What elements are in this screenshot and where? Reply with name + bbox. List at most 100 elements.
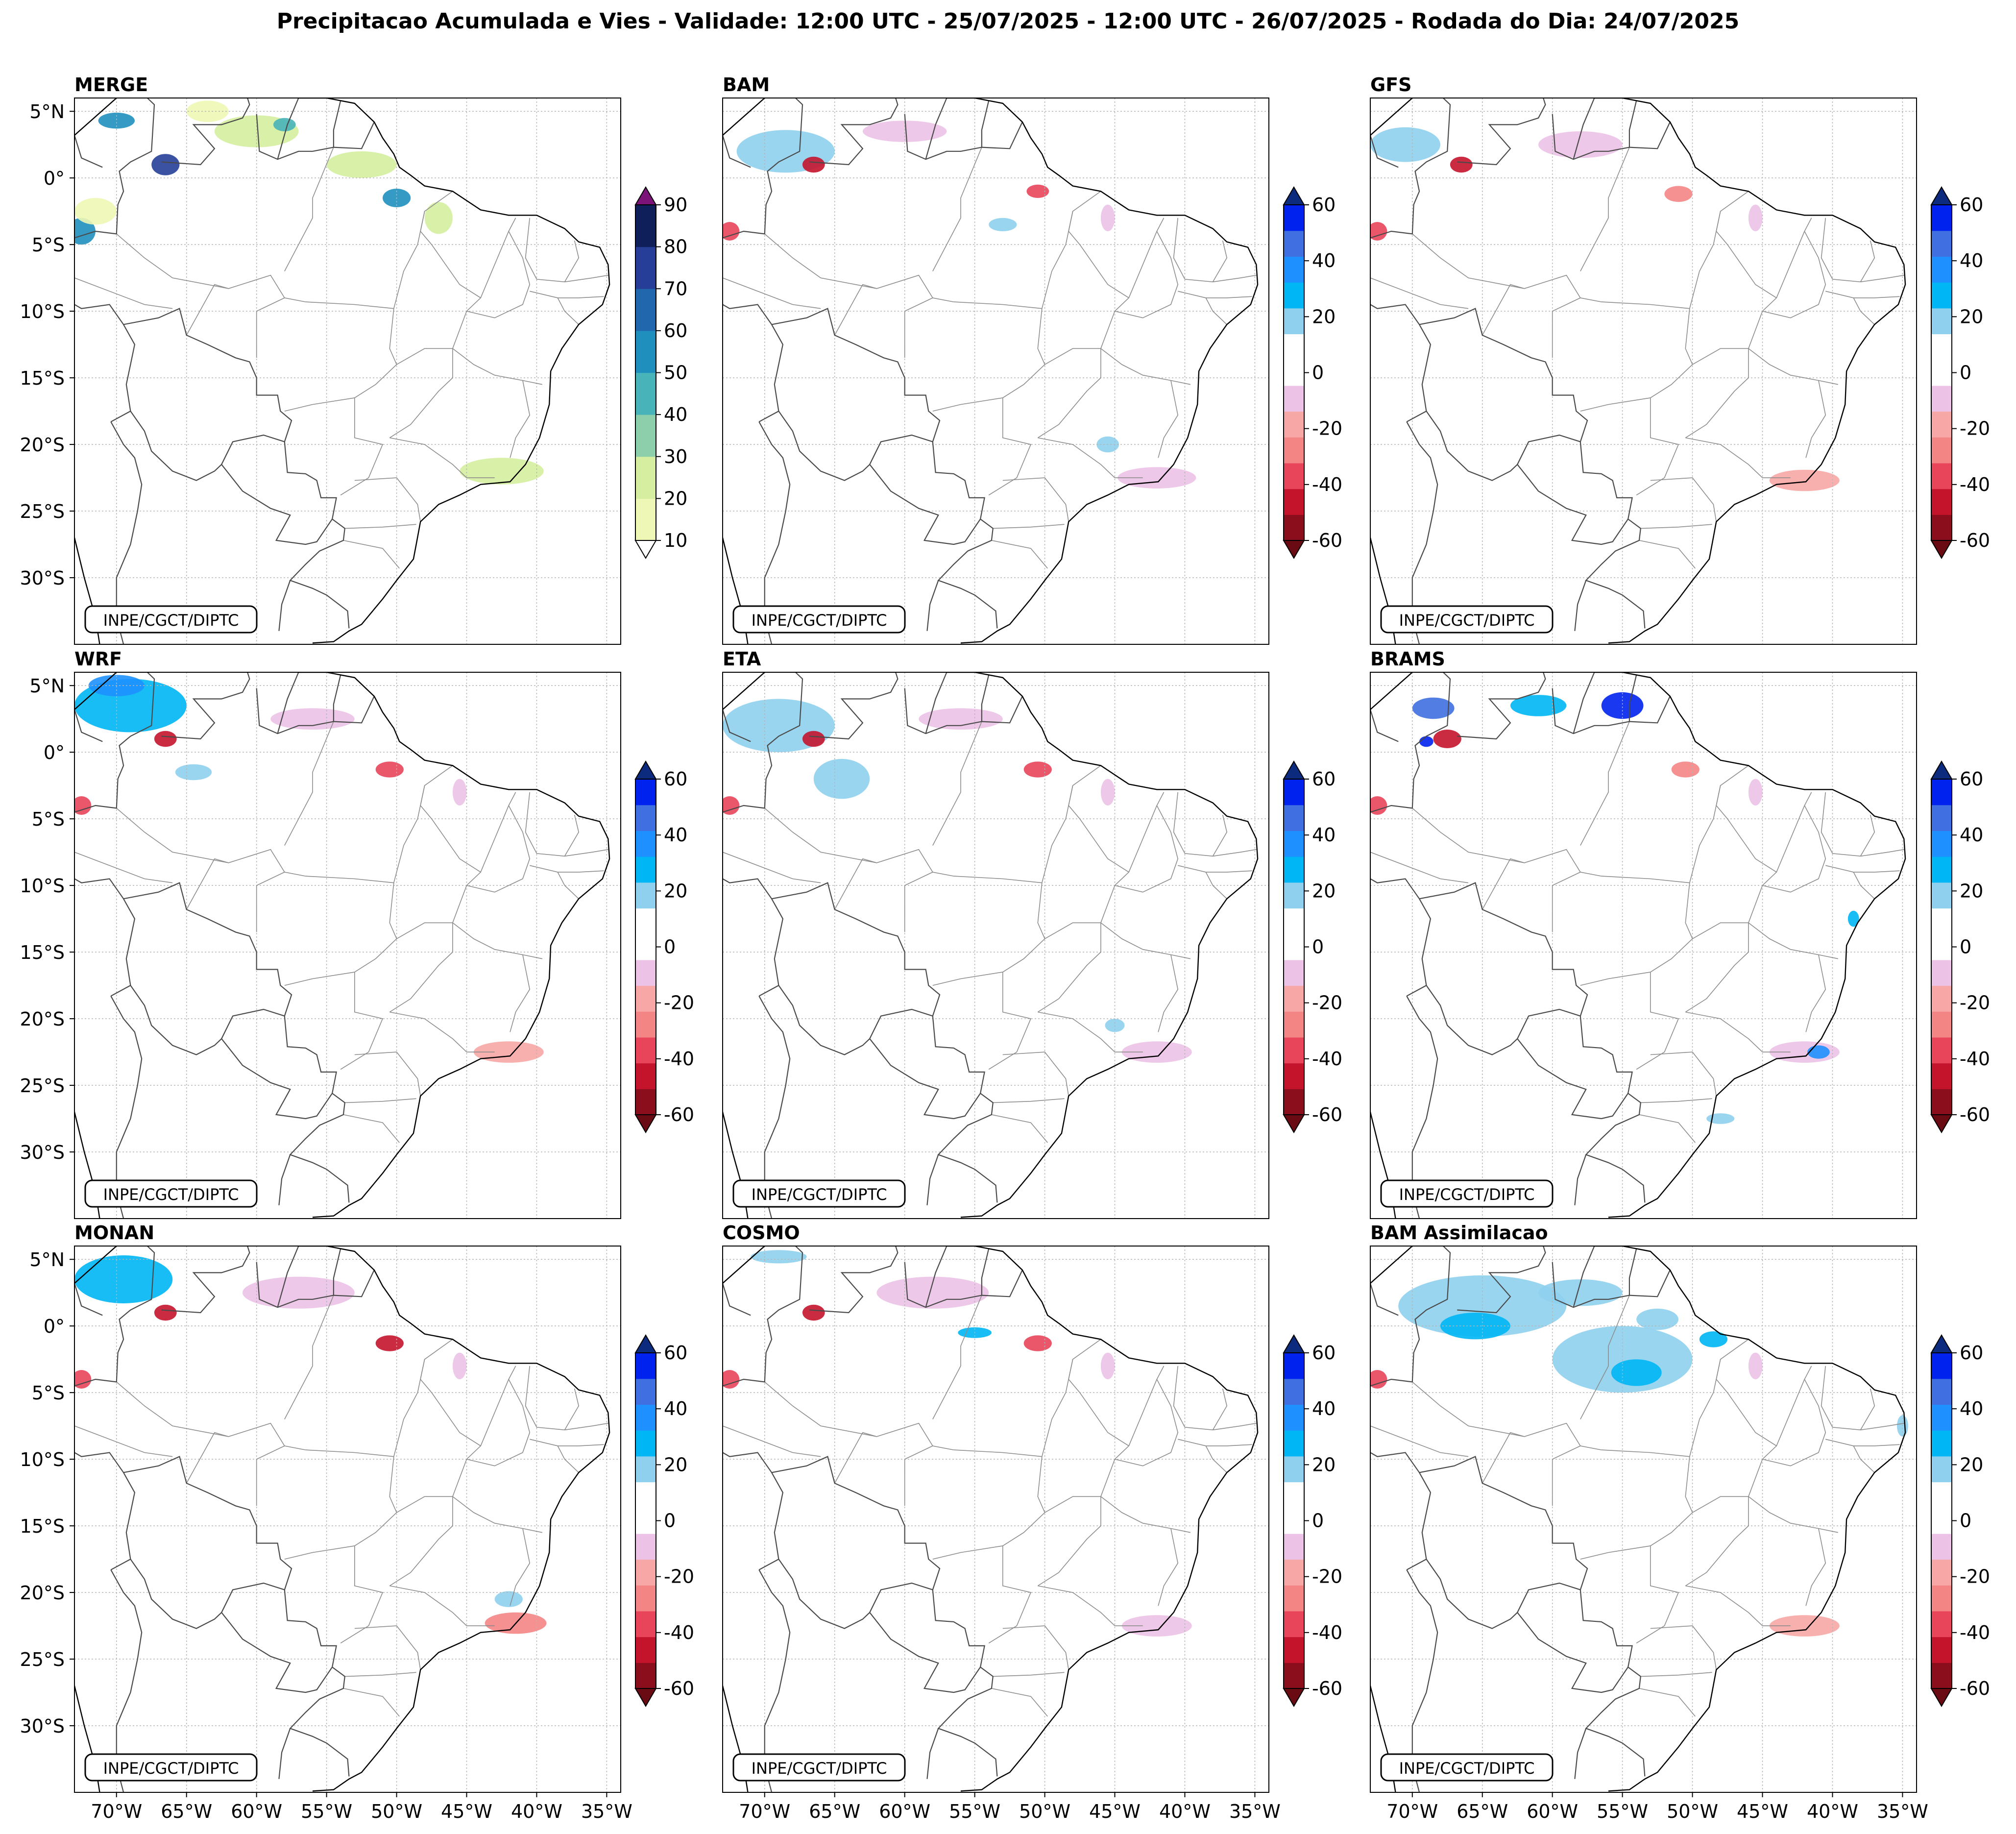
colorbar-extend-bottom [1283, 1114, 1305, 1133]
state-border [988, 972, 1032, 1070]
state-border [530, 291, 604, 298]
lon-tick-label: 45°W [1089, 1801, 1141, 1822]
country-border [1573, 1246, 1595, 1308]
state-border [1689, 765, 1749, 883]
state-border [932, 972, 1003, 986]
country-border [130, 985, 285, 1055]
country-border [1628, 1248, 1637, 1296]
lon-tick-label: 40°W [1159, 1801, 1211, 1822]
state-border [993, 1098, 1065, 1103]
precip-field [375, 761, 404, 778]
colorbar-segment [1284, 959, 1304, 986]
country-border [925, 98, 947, 160]
lat-tick-label: 25°S [20, 1649, 65, 1670]
state-border [932, 721, 982, 846]
colorbar-segment [1284, 514, 1304, 541]
colorbar-extend-bottom [1283, 1688, 1305, 1707]
colorbar-segment [1284, 205, 1304, 231]
colorbar-segment [1931, 205, 1952, 231]
colorbar-segment [1931, 1482, 1952, 1508]
colorbar-tick-label: 60 [664, 320, 687, 342]
precip-field [154, 1304, 177, 1321]
colorbar-tick-label: 40 [1312, 824, 1336, 846]
lon-tick-label: 35°W [1877, 1801, 1928, 1822]
credit-box [1380, 1753, 1554, 1782]
colorbar-tick-label: 40 [1960, 1398, 1983, 1419]
country-border [123, 1456, 292, 1590]
colorbar-segment [635, 831, 656, 857]
country-border [110, 421, 143, 644]
lat-tick-label: 25°S [20, 1075, 65, 1097]
state-border [1100, 922, 1191, 959]
country-border [277, 1246, 299, 1308]
colorbar-extend-bottom [1283, 540, 1305, 559]
colorbar-tick-label: 40 [664, 404, 687, 425]
colorbar-extend-top [1930, 760, 1953, 780]
colorbar-segment [1931, 985, 1952, 1012]
colorbar-tick-label: 70 [664, 278, 687, 299]
state-border [1580, 397, 1651, 412]
map-area [74, 98, 621, 644]
state-border [1178, 865, 1252, 873]
state-border [354, 477, 421, 522]
precip-field [1847, 910, 1859, 927]
country-border [333, 100, 341, 147]
state-border [1178, 1439, 1252, 1446]
credit-text: INPE/CGCT/DIPTC [752, 611, 887, 630]
precip-field [175, 764, 212, 781]
precip-field [1748, 1352, 1763, 1379]
state-border [904, 297, 933, 358]
lat-tick-label: 15°S [20, 942, 65, 963]
map-panel: BAM Assimilacao INPE/CGCT/DIPTC 70°W 65°W 60… [1370, 1222, 1990, 1822]
lon-tick-label: 45°W [1737, 1801, 1788, 1822]
colorbar-tick-label: -40 [1960, 1622, 1990, 1643]
colorbar-tick-label: 0 [1960, 936, 1971, 958]
colorbar-tick-label: 60 [1960, 768, 1983, 790]
colorbar-segment [1284, 411, 1304, 438]
map-background [1370, 672, 1917, 1219]
map-background [723, 672, 1269, 1219]
colorbar-tick-label: -20 [1960, 1566, 1990, 1588]
colorbar-segment [1284, 308, 1304, 335]
country-border [1517, 464, 1629, 545]
country-border [758, 996, 791, 1219]
colorbar-tick-label: -60 [1312, 530, 1342, 551]
state-border [1716, 785, 1777, 923]
country-border [926, 1154, 939, 1205]
state-border [988, 1545, 1032, 1644]
state-border [1370, 277, 1469, 309]
state-border [1552, 1445, 1581, 1506]
colorbar-extend-top [634, 186, 657, 205]
country-border [1457, 672, 1546, 740]
map-background [723, 98, 1269, 644]
country-border [1406, 421, 1438, 644]
country-border [278, 1154, 291, 1205]
colorbar-segment [635, 1637, 656, 1663]
country-border [926, 580, 939, 631]
state-border [389, 1496, 453, 1587]
state-border [1762, 805, 1826, 893]
state-border [1636, 397, 1679, 496]
precip-field [494, 1591, 523, 1607]
colorbar-segment [1931, 282, 1952, 309]
country-border [221, 1612, 333, 1693]
state-border [1821, 218, 1875, 283]
map-frame [1370, 672, 1917, 1219]
precip-field [1370, 222, 1387, 241]
country-border [932, 1016, 985, 1094]
country-border [110, 1569, 143, 1792]
country-border [1426, 1559, 1581, 1629]
country-border [74, 135, 103, 168]
country-border [284, 1016, 337, 1094]
colorbar-segment [635, 372, 656, 415]
colorbar-segment [1931, 1637, 1952, 1663]
country-border [723, 135, 751, 168]
country-border [809, 672, 899, 740]
state-border [1853, 872, 1875, 899]
precip-field [1419, 736, 1433, 747]
country-border [1552, 688, 1671, 734]
country-border [278, 580, 291, 631]
precip-field [1100, 1352, 1115, 1379]
lat-tick-label: 5°S [32, 808, 65, 830]
colorbar-segment [1931, 831, 1952, 857]
